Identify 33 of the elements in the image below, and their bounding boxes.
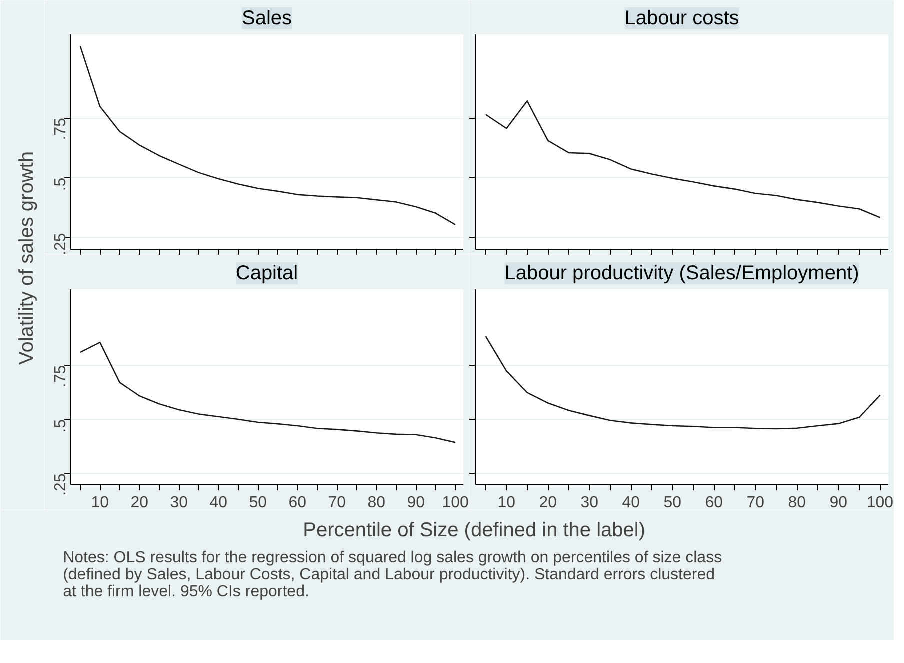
x-tick-label: 50 bbox=[664, 494, 682, 512]
y-tick-label: .25 bbox=[52, 474, 70, 496]
x-tick-label: 70 bbox=[746, 494, 765, 512]
chart-title: Sales bbox=[242, 8, 292, 30]
x-tick-label: 40 bbox=[622, 494, 640, 512]
x-tick-label: 70 bbox=[328, 494, 346, 512]
x-tick-label: 20 bbox=[130, 494, 149, 512]
x-tick-label: 90 bbox=[830, 494, 848, 512]
x-tick-label: 30 bbox=[170, 494, 188, 512]
x-tick-label: 80 bbox=[368, 494, 386, 512]
x-tick-label: 20 bbox=[539, 494, 558, 512]
chart-title: Capital bbox=[236, 262, 298, 284]
x-tick-label: 90 bbox=[407, 494, 426, 512]
y-tick-label: .5 bbox=[52, 419, 70, 433]
x-tick-label: 40 bbox=[210, 494, 228, 512]
y-tick-label: .75 bbox=[52, 365, 70, 388]
x-tick-label: 100 bbox=[442, 494, 470, 512]
x-tick-label: 80 bbox=[788, 494, 806, 512]
chart-title: Labour productivity (Sales/Employment) bbox=[504, 262, 860, 284]
x-tick-label: 50 bbox=[249, 494, 268, 512]
x-tick-label: 60 bbox=[288, 494, 307, 512]
y-axis-title: Volatility of sales growth bbox=[16, 152, 38, 365]
x-tick-label: 60 bbox=[705, 494, 724, 512]
x-tick-label: 10 bbox=[498, 494, 516, 512]
y-tick-label: .5 bbox=[52, 178, 70, 192]
x-tick-label: 30 bbox=[580, 494, 599, 512]
x-tick-label: 10 bbox=[91, 494, 110, 512]
text: Notes: OLS results for the regression of squared log sales growth on percentiles of size class (defined by Sales, Labour Costs, Capital and Labour productivity). Standard errors clustered at the firm level. 95% CIs reported. bbox=[63, 550, 722, 600]
chart-title: Labour costs bbox=[624, 8, 740, 30]
x-axis-title: Percentile of Size (defined in the label) bbox=[303, 520, 646, 542]
y-tick-label: .75 bbox=[52, 118, 70, 140]
x-tick-label: 100 bbox=[866, 494, 894, 512]
y-tick-label: .25 bbox=[52, 233, 70, 256]
